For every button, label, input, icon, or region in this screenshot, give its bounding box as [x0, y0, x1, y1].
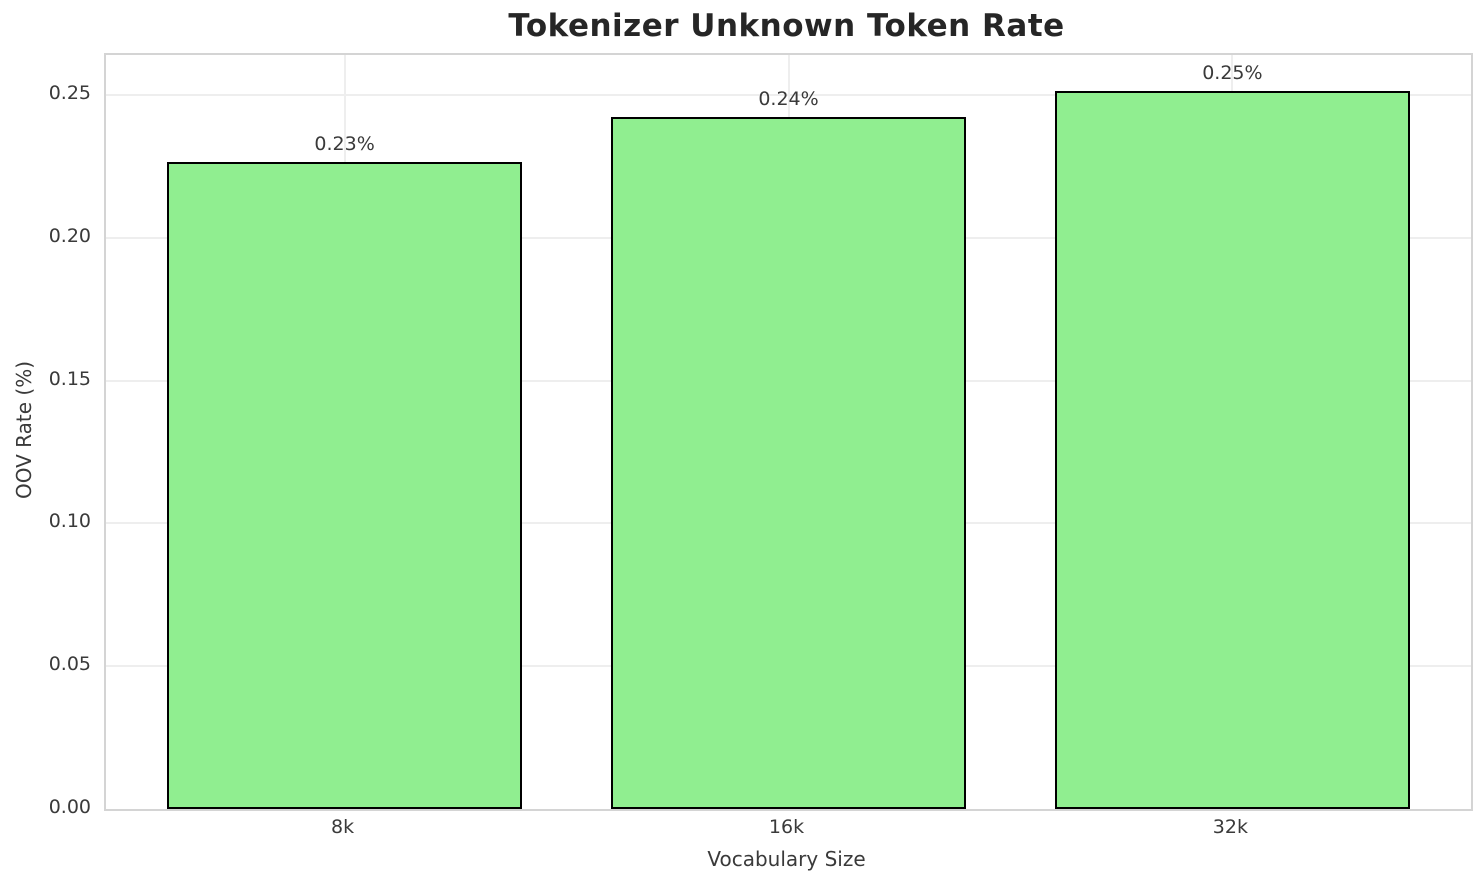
x-tick-label: 32k — [1212, 816, 1248, 838]
bar-16k — [610, 116, 967, 809]
y-tick-label: 0.25 — [48, 81, 91, 104]
y-tick-label: 0.20 — [48, 224, 91, 247]
x-tick-label: 16k — [768, 816, 805, 838]
y-tick-label: 0.00 — [48, 796, 91, 818]
x-tick-label: 8k — [331, 816, 355, 838]
y-tick-label: 0.05 — [48, 653, 91, 676]
bar-value-label: 0.24% — [758, 87, 819, 110]
bar-32k — [1054, 90, 1410, 809]
bar-value-label: 0.25% — [1202, 61, 1263, 84]
y-tick-label: 0.15 — [48, 367, 91, 390]
plot-area: 0.23% 0.24% 0.25% — [104, 53, 1473, 811]
bar-value-label: 0.23% — [314, 133, 375, 156]
x-axis-title: Vocabulary Size — [707, 847, 866, 871]
y-tick-label: 0.10 — [48, 510, 91, 533]
y-axis-title: OOV Rate (%) — [12, 361, 36, 499]
chart-title: Tokenizer Unknown Token Rate — [508, 8, 1065, 44]
bar-8k — [167, 162, 523, 809]
